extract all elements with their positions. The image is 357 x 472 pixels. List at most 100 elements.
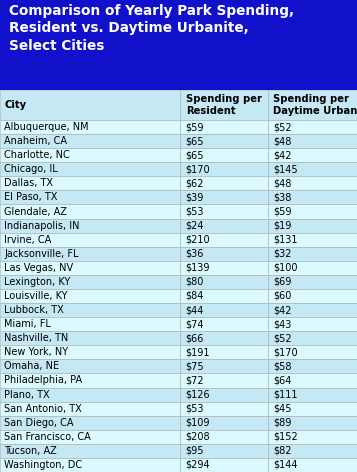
Text: Dallas, TX: Dallas, TX <box>4 178 53 188</box>
Text: Louisville, KY: Louisville, KY <box>4 291 68 301</box>
Text: $65: $65 <box>186 150 204 160</box>
Bar <box>180 219 268 233</box>
Bar <box>0 134 180 148</box>
Text: $43: $43 <box>273 319 291 329</box>
Text: Washington, DC: Washington, DC <box>4 460 82 470</box>
Text: $44: $44 <box>186 305 204 315</box>
Text: Tucson, AZ: Tucson, AZ <box>4 446 57 456</box>
Text: Charlotte, NC: Charlotte, NC <box>4 150 70 160</box>
Text: $74: $74 <box>186 319 204 329</box>
Text: Lubbock, TX: Lubbock, TX <box>4 305 64 315</box>
Text: $38: $38 <box>273 193 291 202</box>
Bar <box>268 177 357 190</box>
Bar <box>268 303 357 317</box>
Text: $65: $65 <box>186 136 204 146</box>
Text: $170: $170 <box>186 164 210 174</box>
Bar <box>268 458 357 472</box>
Bar <box>0 458 180 472</box>
Bar <box>268 261 357 275</box>
Text: Philadelphia, PA: Philadelphia, PA <box>4 376 82 386</box>
Text: New York, NY: New York, NY <box>4 347 69 357</box>
Bar <box>180 388 268 402</box>
Text: $294: $294 <box>186 460 210 470</box>
Bar <box>0 204 180 219</box>
Bar <box>0 120 180 134</box>
Text: $126: $126 <box>186 389 210 400</box>
Bar <box>268 204 357 219</box>
Text: $191: $191 <box>186 347 210 357</box>
Text: $109: $109 <box>186 418 210 428</box>
Text: $145: $145 <box>273 164 298 174</box>
Bar <box>0 373 180 388</box>
Text: Comparison of Yearly Park Spending,
Resident vs. Daytime Urbanite,
Select Cities: Comparison of Yearly Park Spending, Resi… <box>9 4 294 53</box>
Bar <box>180 444 268 458</box>
Text: $69: $69 <box>273 277 291 287</box>
Text: Jacksonville, FL: Jacksonville, FL <box>4 249 79 259</box>
Bar <box>268 430 357 444</box>
Bar <box>180 177 268 190</box>
Bar <box>180 90 268 120</box>
Bar <box>268 317 357 331</box>
Text: El Paso, TX: El Paso, TX <box>4 193 58 202</box>
Text: $95: $95 <box>186 446 204 456</box>
Text: $19: $19 <box>273 220 291 231</box>
Bar <box>180 317 268 331</box>
Text: $59: $59 <box>273 207 292 217</box>
Bar <box>268 247 357 261</box>
Bar <box>180 331 268 346</box>
Bar <box>0 289 180 303</box>
Text: $75: $75 <box>186 362 204 371</box>
Bar <box>180 402 268 416</box>
Bar <box>268 359 357 373</box>
Bar <box>180 303 268 317</box>
Text: Nashville, TN: Nashville, TN <box>4 333 69 343</box>
Text: $64: $64 <box>273 376 291 386</box>
Text: Albuquerque, NM: Albuquerque, NM <box>4 122 89 132</box>
Bar <box>0 388 180 402</box>
Bar <box>0 416 180 430</box>
Text: $53: $53 <box>186 207 204 217</box>
Bar <box>268 120 357 134</box>
Bar <box>268 416 357 430</box>
Bar <box>268 219 357 233</box>
Bar <box>268 148 357 162</box>
Text: Las Vegas, NV: Las Vegas, NV <box>4 263 74 273</box>
Text: $53: $53 <box>186 404 204 413</box>
Bar <box>268 190 357 204</box>
Text: $36: $36 <box>186 249 204 259</box>
Bar <box>268 233 357 247</box>
Bar <box>268 331 357 346</box>
Text: Chicago, IL: Chicago, IL <box>4 164 58 174</box>
Bar <box>180 204 268 219</box>
Bar <box>180 359 268 373</box>
Text: $210: $210 <box>186 235 210 244</box>
Text: $100: $100 <box>273 263 298 273</box>
Bar <box>0 233 180 247</box>
Bar <box>0 190 180 204</box>
Text: San Antonio, TX: San Antonio, TX <box>4 404 82 413</box>
Bar <box>180 247 268 261</box>
Text: City: City <box>4 100 26 110</box>
Bar <box>0 444 180 458</box>
Bar <box>0 162 180 177</box>
Bar <box>0 177 180 190</box>
Bar <box>0 346 180 359</box>
Bar <box>268 134 357 148</box>
Text: $84: $84 <box>186 291 204 301</box>
Bar <box>268 289 357 303</box>
Bar <box>180 289 268 303</box>
Text: $72: $72 <box>186 376 204 386</box>
Text: $62: $62 <box>186 178 204 188</box>
Text: Plano, TX: Plano, TX <box>4 389 50 400</box>
Text: $144: $144 <box>273 460 298 470</box>
Text: Lexington, KY: Lexington, KY <box>4 277 71 287</box>
Text: $208: $208 <box>186 432 210 442</box>
Text: $52: $52 <box>273 122 292 132</box>
Text: $111: $111 <box>273 389 298 400</box>
Bar <box>0 317 180 331</box>
Text: Omaha, NE: Omaha, NE <box>4 362 59 371</box>
Bar <box>268 162 357 177</box>
Bar <box>180 190 268 204</box>
Bar <box>0 359 180 373</box>
Text: $170: $170 <box>273 347 298 357</box>
